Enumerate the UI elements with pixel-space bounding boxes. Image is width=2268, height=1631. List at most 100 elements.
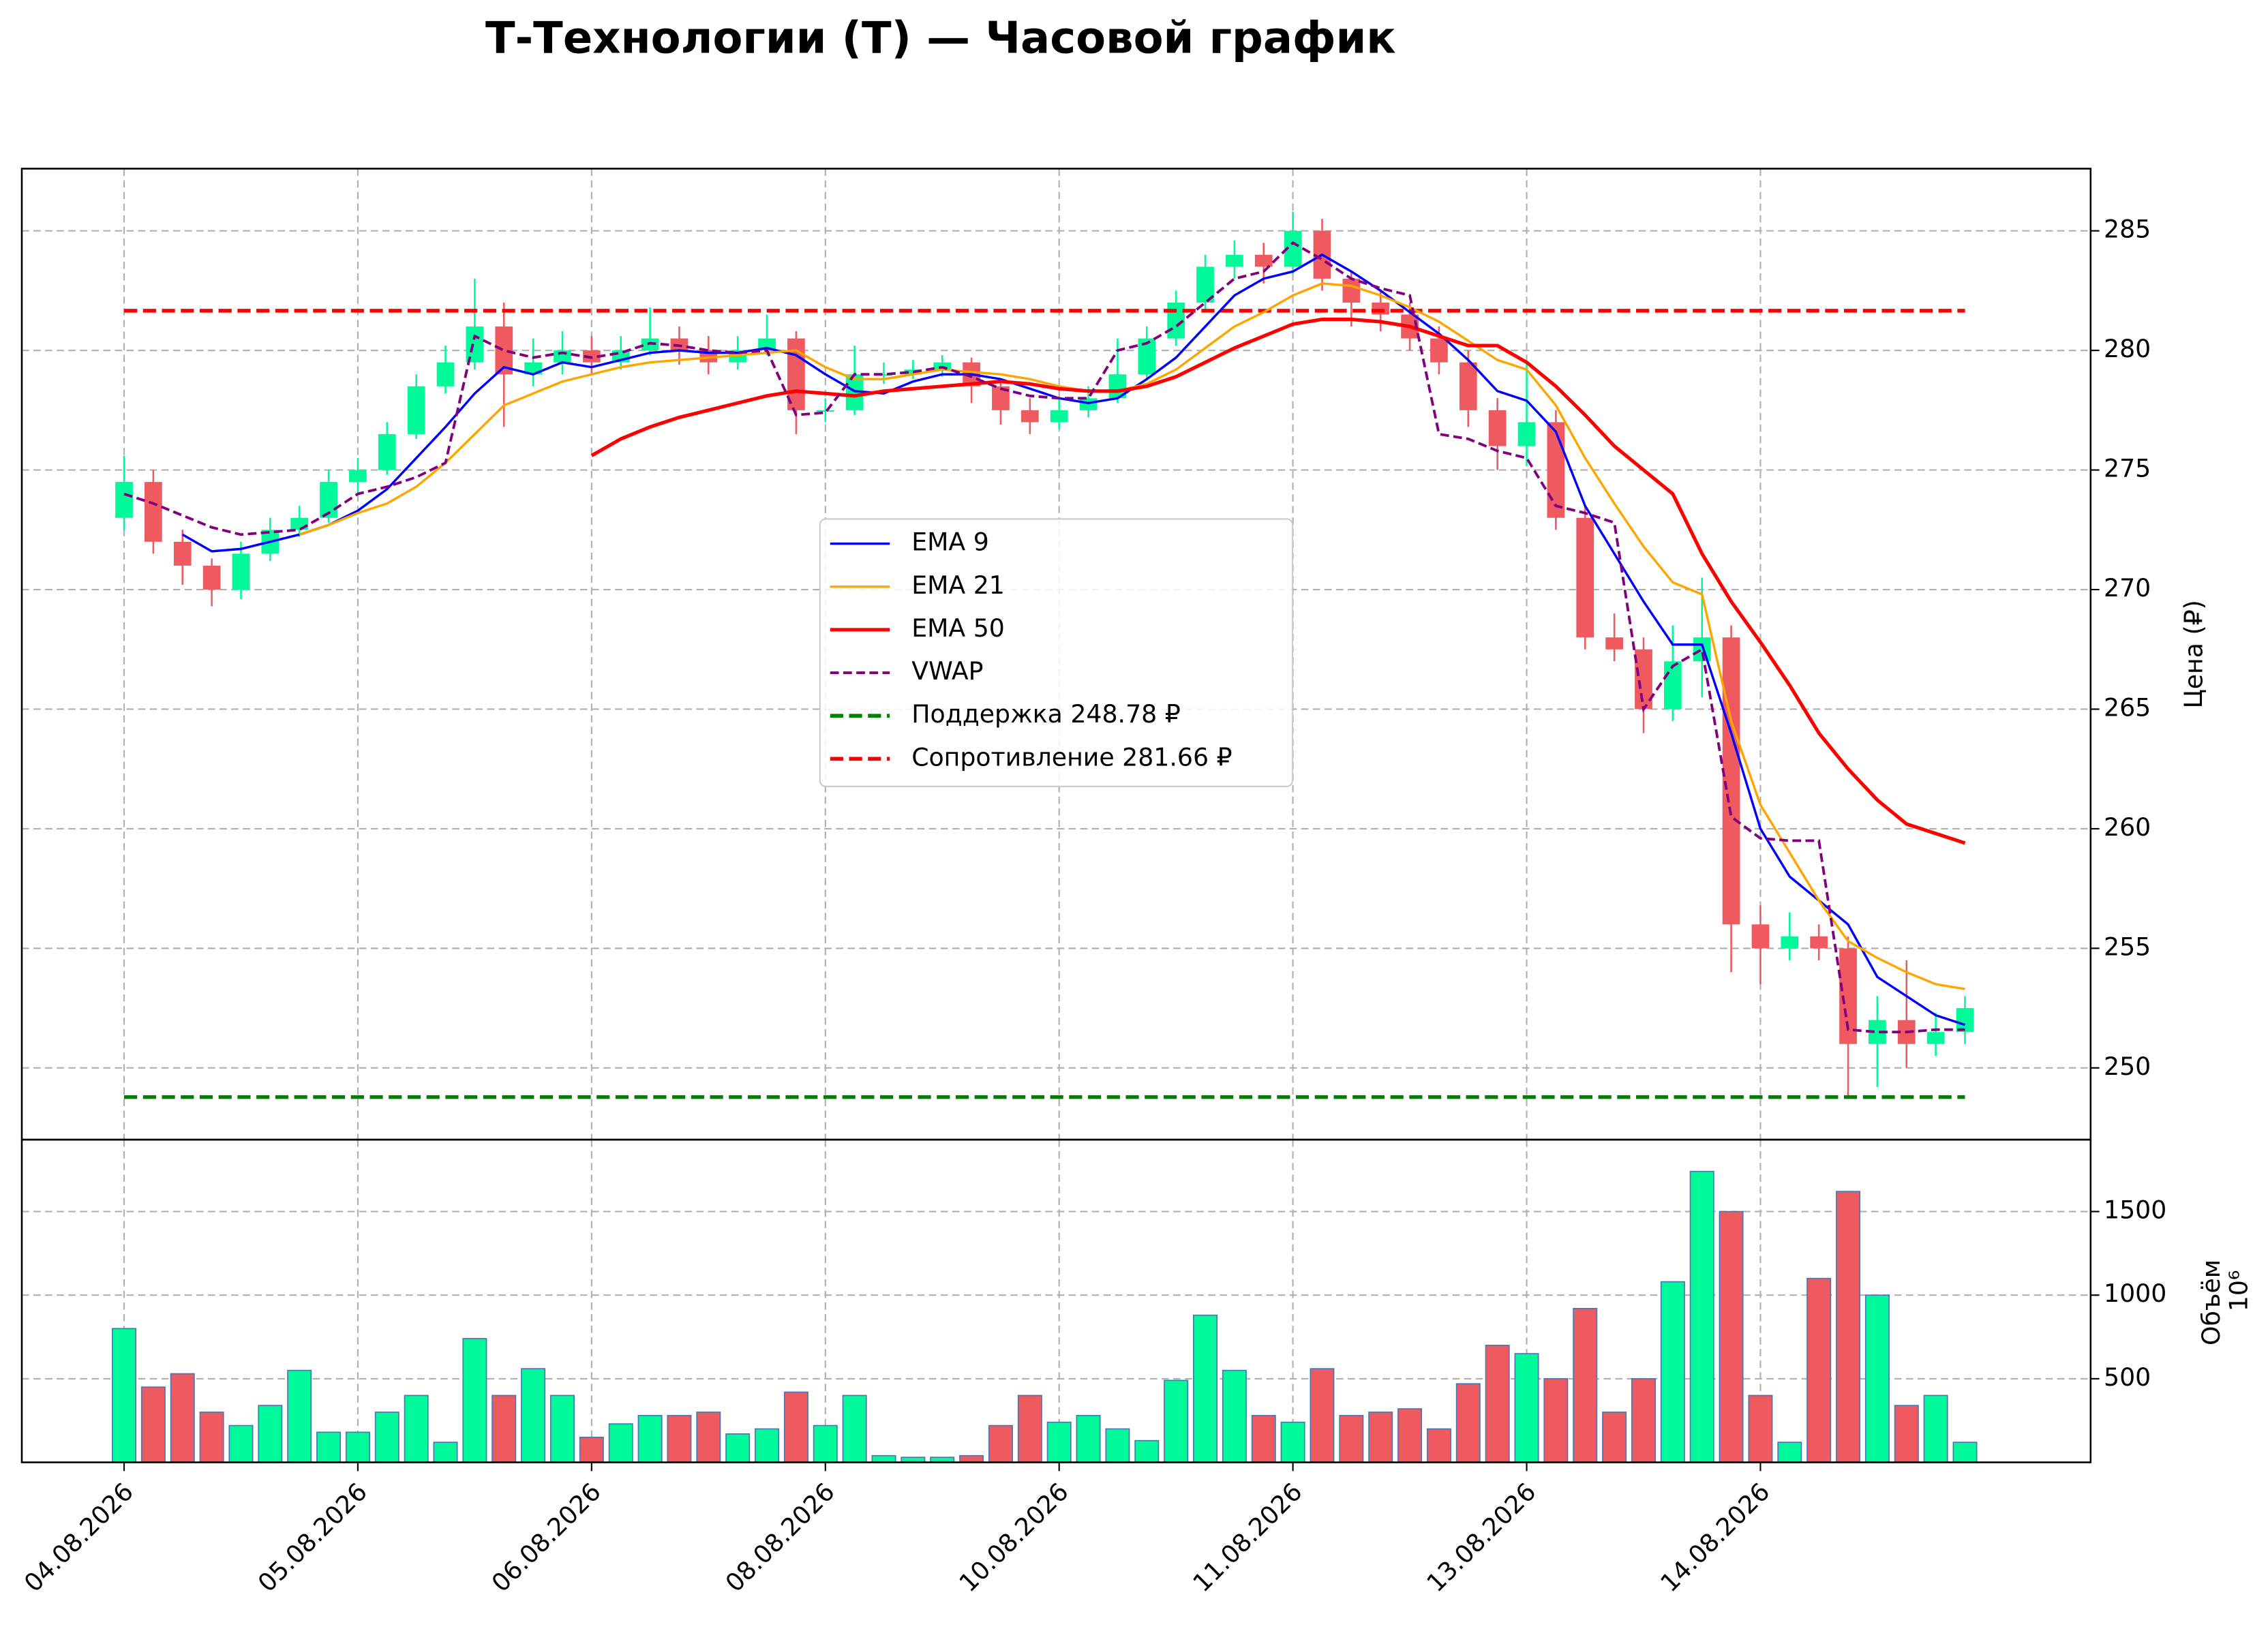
volume-offset-label: 10⁶ bbox=[2224, 1270, 2253, 1312]
candle-body bbox=[407, 386, 425, 434]
volume-bar bbox=[1748, 1394, 1773, 1463]
legend: EMA 9 EMA 21 EMA 50 VWAP Поддержка 248.78 ₽ С… bbox=[819, 518, 1294, 787]
volume-bar bbox=[1426, 1428, 1451, 1463]
volume-bar bbox=[462, 1338, 487, 1463]
candle-body bbox=[1956, 1008, 1974, 1033]
legend-box bbox=[819, 518, 1294, 787]
candle-body bbox=[436, 362, 455, 386]
candle-body bbox=[232, 553, 250, 590]
legend-label: EMA 9 bbox=[911, 528, 989, 557]
candle-body bbox=[1576, 517, 1594, 638]
volume-bar bbox=[1310, 1368, 1335, 1463]
volume-bar bbox=[316, 1431, 342, 1463]
candle-body bbox=[1605, 637, 1623, 650]
volume-bar bbox=[492, 1394, 517, 1463]
y-tick-label: 265 bbox=[2104, 692, 2151, 722]
legend-label: Поддержка 248.78 ₽ bbox=[911, 699, 1181, 729]
candle-body bbox=[1547, 422, 1565, 518]
candle-body bbox=[378, 433, 396, 470]
volume-bar bbox=[549, 1394, 575, 1463]
volume-bar bbox=[228, 1424, 254, 1463]
y-axis-label: Цена (₽) bbox=[2179, 600, 2208, 708]
volume-bar bbox=[959, 1454, 984, 1463]
volume-axis-label: Объём bbox=[2196, 1260, 2226, 1345]
candle-body bbox=[1722, 637, 1740, 925]
chart-title: Т-Технологии (T) — Часовой график bbox=[485, 13, 1396, 63]
candle-body bbox=[1342, 278, 1361, 303]
candle-body bbox=[554, 350, 571, 363]
indicator-line bbox=[590, 317, 1966, 845]
volume-bar bbox=[755, 1428, 780, 1463]
volume-bar bbox=[842, 1394, 867, 1463]
candle-body bbox=[1372, 302, 1390, 315]
volume-bar bbox=[1280, 1421, 1305, 1463]
volume-bar bbox=[871, 1454, 896, 1463]
volume-bar bbox=[1719, 1210, 1744, 1463]
volume-bar bbox=[404, 1394, 429, 1463]
y-tick-label: 275 bbox=[2104, 454, 2151, 483]
volume-bar bbox=[1806, 1277, 1832, 1463]
volume-bar bbox=[1017, 1394, 1042, 1463]
volume-bar bbox=[199, 1412, 224, 1463]
volume-bar bbox=[667, 1415, 692, 1463]
legend-label: VWAP bbox=[911, 656, 983, 686]
volume-bar bbox=[988, 1424, 1013, 1463]
volume-bar bbox=[579, 1436, 604, 1463]
y-tick-label: 280 bbox=[2104, 334, 2151, 363]
volume-bar bbox=[1193, 1314, 1218, 1463]
candle-body bbox=[349, 470, 367, 483]
volume-bar bbox=[1660, 1281, 1685, 1463]
volume-bar bbox=[345, 1431, 370, 1463]
volume-bar bbox=[1777, 1442, 1802, 1463]
volume-bar bbox=[1485, 1344, 1510, 1463]
y-tick-label: 255 bbox=[2104, 932, 2151, 961]
legend-label: EMA 50 bbox=[911, 613, 1005, 643]
volume-bar bbox=[1573, 1308, 1598, 1463]
volume-bar bbox=[287, 1369, 312, 1463]
candle-body bbox=[1254, 254, 1273, 267]
candle-body bbox=[1020, 410, 1039, 423]
candle-body bbox=[1488, 410, 1507, 446]
volume-bar bbox=[1164, 1380, 1189, 1463]
indicator-line bbox=[123, 241, 1965, 1034]
y-tick-label: 285 bbox=[2104, 215, 2151, 244]
volume-bar bbox=[696, 1412, 721, 1463]
volume-tick-label: 1500 bbox=[2104, 1195, 2166, 1225]
volume-bar bbox=[1397, 1408, 1423, 1463]
candle-body bbox=[1781, 936, 1799, 949]
candle-body bbox=[816, 410, 834, 412]
volume-bar bbox=[1631, 1378, 1656, 1463]
candle-body bbox=[145, 482, 162, 542]
volume-bar bbox=[1134, 1439, 1160, 1463]
candle-body bbox=[1663, 661, 1682, 710]
volume-bar bbox=[1046, 1421, 1072, 1463]
candle-body bbox=[1050, 410, 1068, 423]
volume-bar bbox=[170, 1373, 195, 1463]
volume-bar bbox=[1339, 1415, 1364, 1463]
candle-body bbox=[202, 565, 221, 590]
candle-body bbox=[290, 517, 309, 530]
volume-bar bbox=[1602, 1412, 1627, 1463]
candle-body bbox=[1810, 936, 1828, 949]
volume-bar bbox=[813, 1424, 838, 1463]
volume-bar bbox=[637, 1415, 663, 1463]
volume-bar bbox=[140, 1386, 166, 1463]
volume-bar bbox=[374, 1412, 399, 1463]
candle-body bbox=[1430, 338, 1448, 363]
volume-bar bbox=[433, 1442, 458, 1463]
volume-bar bbox=[1543, 1378, 1569, 1463]
candle-body bbox=[1926, 1032, 1945, 1044]
volume-bar bbox=[1864, 1294, 1890, 1463]
legend-label: Сопротивление 281.66 ₽ bbox=[911, 742, 1232, 772]
volume-bar bbox=[112, 1328, 137, 1463]
volume-frame bbox=[20, 1138, 2092, 1463]
candle-body bbox=[1751, 924, 1770, 949]
volume-bar bbox=[1894, 1405, 1919, 1463]
indicator-line bbox=[181, 253, 1966, 1026]
volume-bar bbox=[1076, 1415, 1101, 1463]
volume-bar bbox=[1455, 1383, 1481, 1463]
y-tick-label: 270 bbox=[2104, 573, 2151, 603]
volume-bar bbox=[1251, 1415, 1276, 1463]
